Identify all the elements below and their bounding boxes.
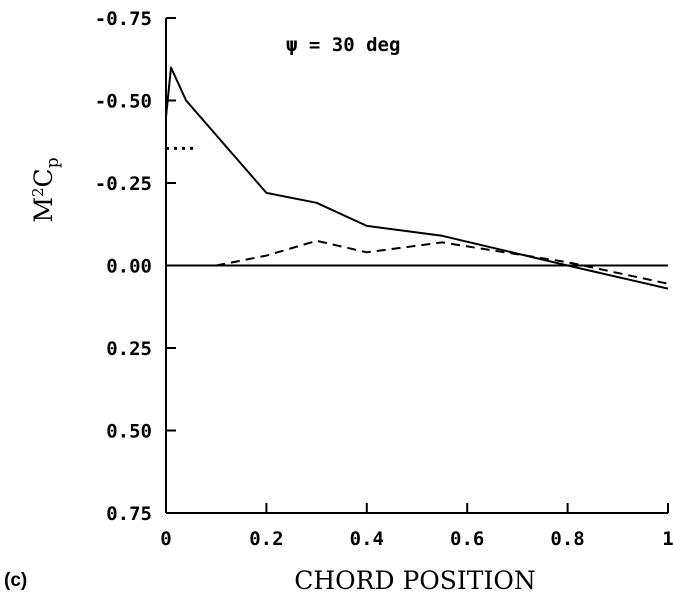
y-tick-label: 0.00	[106, 256, 152, 278]
x-tick-label: 0.2	[249, 528, 283, 550]
y-axis-title-c: C	[29, 168, 58, 187]
y-tick-label: 0.25	[106, 338, 152, 360]
y-axis-title: M2Cp	[29, 157, 63, 222]
y-tick-label: -0.75	[95, 8, 152, 30]
x-tick-label: 0.8	[550, 528, 584, 550]
x-tick-label: 0	[160, 528, 171, 550]
y-axis-title-sub: p	[43, 157, 63, 168]
series-line-dashed	[216, 239, 669, 285]
y-tick-label: -0.50	[95, 91, 152, 113]
x-tick-label: 0.4	[350, 528, 384, 550]
x-tick-label: 0.6	[450, 528, 484, 550]
y-tick-label: -0.25	[95, 173, 152, 195]
y-axis-title-sup: 2	[29, 187, 47, 197]
panel-label: (c)	[4, 570, 27, 591]
x-axis-title: CHORD POSITION	[294, 566, 535, 595]
x-tick-label: 1	[662, 528, 673, 550]
axes: -0.75 -0.50 -0.25 0.00 0.25 0.50 0.75 0 0.2 0.4 0.…	[95, 8, 673, 550]
annotation-psi: ψ = 30 deg	[286, 34, 400, 56]
labels: ψ = 30 deg CHORD POSITION (c) M2Cp	[4, 34, 536, 595]
y-tick-label: 0.50	[106, 421, 152, 443]
series-line-solid	[165, 66, 669, 290]
series-layer	[165, 66, 669, 290]
y-axis-title-m: M	[29, 197, 58, 223]
y-tick-label: 0.75	[106, 503, 152, 525]
